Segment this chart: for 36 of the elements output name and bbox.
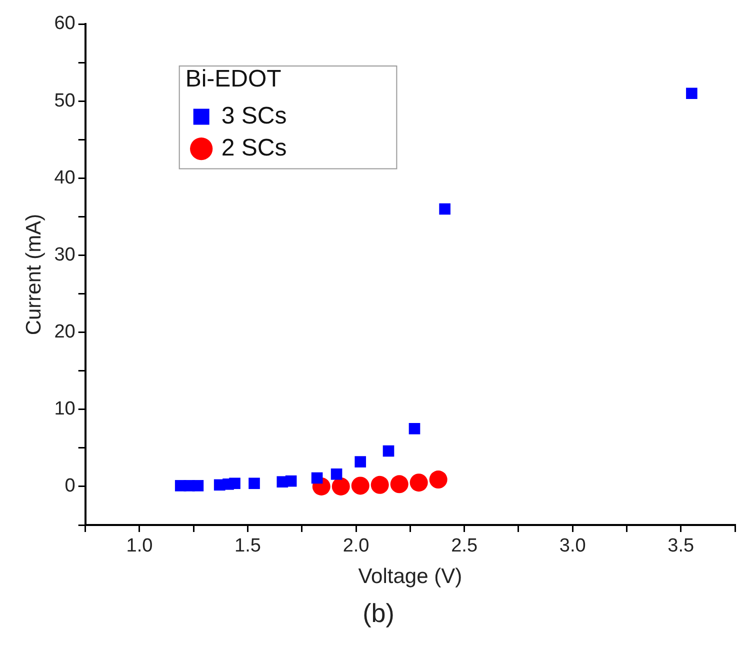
- y-tick-label: 0: [64, 476, 76, 497]
- legend-label: 3 SCs: [221, 102, 287, 130]
- y-tick-label: 30: [54, 244, 76, 266]
- x-tick-label: 1.0: [126, 536, 153, 557]
- point: [354, 456, 366, 468]
- point: [351, 476, 370, 495]
- y-axis-title: Current (mA): [22, 214, 46, 336]
- y-tick-label: 60: [54, 13, 76, 34]
- x-tick-label: 1.5: [234, 536, 261, 557]
- y-tick-label: 50: [54, 90, 76, 112]
- y-tick-label: 10: [54, 398, 76, 420]
- point: [410, 474, 428, 492]
- x-tick-label: 3.5: [668, 536, 694, 557]
- legend-label: 2 SCs: [221, 134, 287, 162]
- point: [382, 445, 394, 457]
- point: [439, 203, 450, 215]
- point: [332, 477, 350, 496]
- text: (b): [362, 598, 396, 629]
- legend-title: Bi-EDOT: [185, 66, 282, 93]
- y-tick-label: 40: [54, 167, 76, 188]
- point: [248, 478, 260, 490]
- x-tick-label: 3.0: [559, 536, 586, 557]
- x-tick-label: 2.5: [451, 536, 478, 557]
- point: [429, 470, 448, 489]
- x-axis-title: Voltage (V): [358, 565, 462, 588]
- point: [390, 475, 408, 494]
- point: [686, 88, 698, 100]
- point: [285, 475, 297, 487]
- y-tick-label: 20: [54, 322, 76, 343]
- point: [370, 476, 389, 494]
- point: [311, 472, 323, 484]
- point: [330, 468, 342, 480]
- point: [192, 480, 204, 492]
- point: [229, 478, 240, 490]
- x-tick-label: 2.0: [342, 536, 370, 557]
- point: [408, 422, 420, 434]
